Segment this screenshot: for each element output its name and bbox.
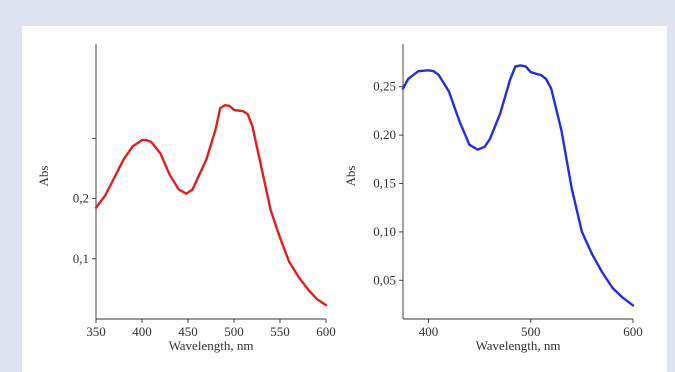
series-line [94, 104, 328, 307]
y-tick-label: 0,1 [73, 251, 89, 266]
figure-panel: 350 400 450 500 550 600 0,1 0,2 Wavelength, nm Ab… [22, 26, 667, 372]
y-tick-label: 0,25 [373, 79, 396, 94]
y-tick-label: 0,20 [373, 127, 396, 142]
y-axis-label: Abs [343, 166, 358, 187]
series-line [401, 64, 635, 307]
y-axis-label: Abs [36, 166, 51, 187]
y-tick-label: 0,10 [373, 224, 396, 239]
x-tick-label: 550 [270, 324, 290, 339]
y-tick-label: 0,05 [373, 272, 396, 287]
x-tick-label: 400 [132, 324, 152, 339]
x-tick-label: 600 [623, 324, 643, 339]
x-tick-label: 500 [224, 324, 244, 339]
y-tick-label: 0,15 [373, 176, 396, 191]
x-tick-label: 450 [178, 324, 198, 339]
x-tick-label: 600 [316, 324, 336, 339]
x-tick-label: 500 [521, 324, 541, 339]
x-axis-label: Wavelength, nm [476, 338, 561, 353]
x-axis-label: Wavelength, nm [169, 338, 254, 353]
x-tick-label: 400 [419, 324, 439, 339]
x-tick-label: 350 [86, 324, 106, 339]
absorbance-charts: 350 400 450 500 550 600 0,1 0,2 Wavelength, nm Ab… [36, 44, 643, 353]
y-tick-label: 0,2 [73, 191, 89, 206]
